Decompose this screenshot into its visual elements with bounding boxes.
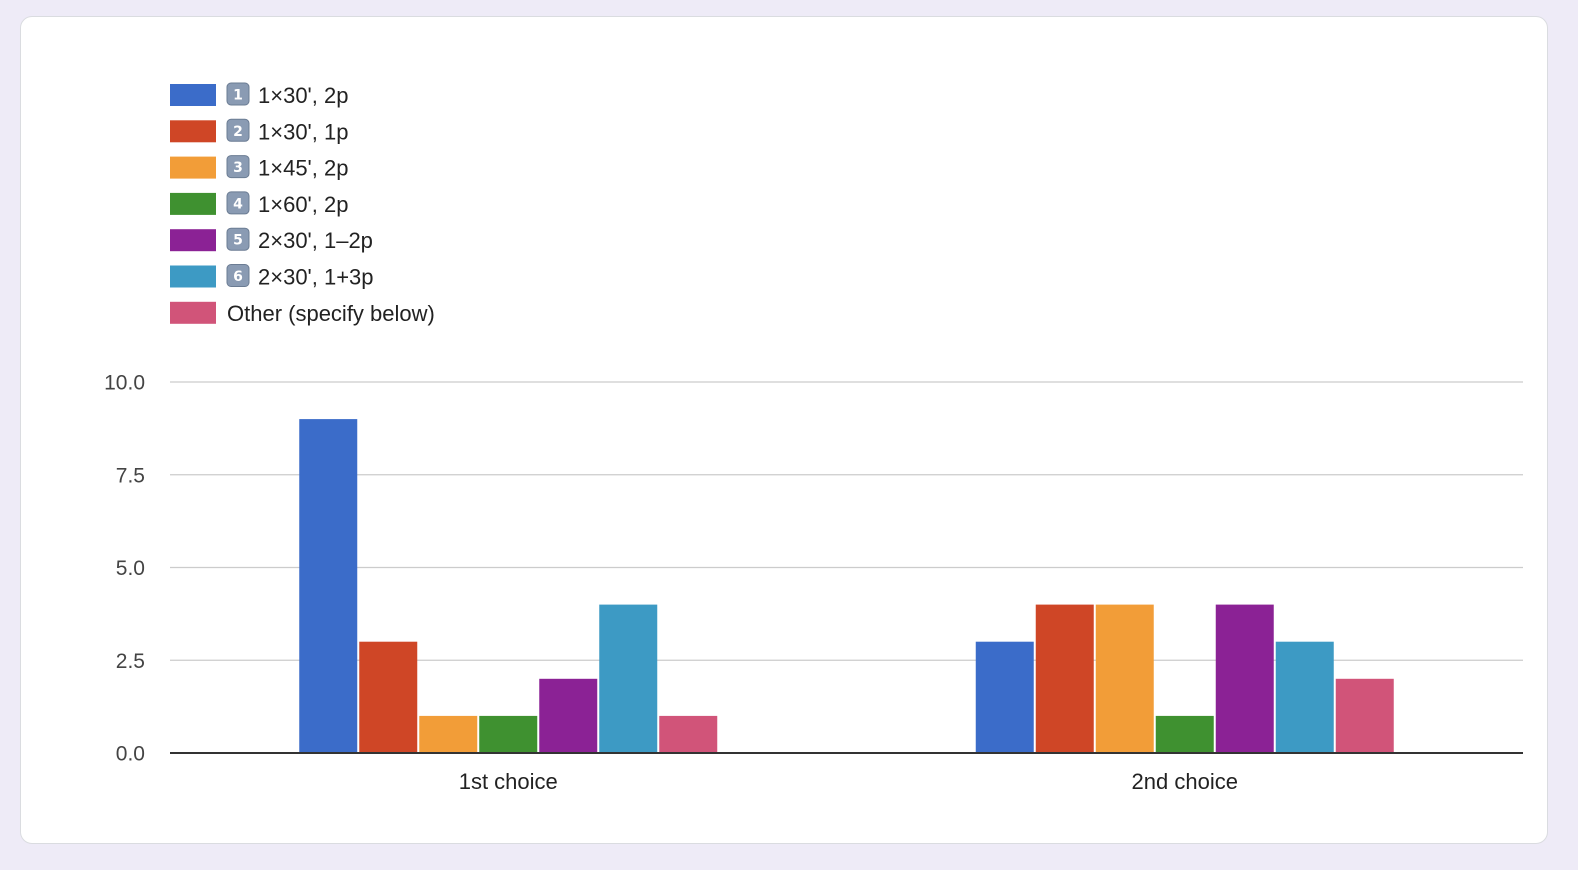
legend: 1 1×30', 2p 2 1×30', 1p 3 1×45', 2p 4 1×60', 2p… bbox=[170, 82, 435, 326]
bar bbox=[299, 419, 358, 753]
legend-swatch bbox=[170, 156, 216, 179]
bar bbox=[659, 715, 718, 753]
gridlines bbox=[170, 381, 1523, 661]
y-axis: 0.0 2.5 5.0 7.5 10.0 bbox=[104, 372, 145, 766]
legend-label: Other (specify below) bbox=[227, 301, 435, 326]
number-key-icon: 2 bbox=[226, 118, 250, 142]
y-tick-label: 7.5 bbox=[116, 464, 145, 487]
bar bbox=[1335, 678, 1394, 753]
legend-swatch bbox=[170, 84, 216, 106]
number-key-digit: 6 bbox=[233, 269, 243, 285]
legend-swatch bbox=[170, 229, 216, 252]
legend-label: 1×45', 2p bbox=[258, 156, 348, 181]
legend-item: 1 1×30', 2p bbox=[170, 82, 348, 108]
number-key-digit: 5 bbox=[233, 233, 243, 249]
number-key-icon: 1 bbox=[226, 82, 250, 106]
legend-swatch bbox=[170, 265, 216, 288]
number-key-digit: 4 bbox=[233, 196, 243, 212]
number-key-icon: 5 bbox=[226, 227, 250, 251]
x-axis: 1st choice 2nd choice bbox=[170, 752, 1523, 794]
x-tick-label: 2nd choice bbox=[1132, 769, 1238, 794]
legend-swatch bbox=[170, 192, 216, 215]
bar bbox=[1155, 715, 1214, 753]
legend-swatch bbox=[170, 301, 216, 324]
bar bbox=[1035, 604, 1094, 753]
bar bbox=[975, 641, 1034, 753]
legend-item: 3 1×45', 2p bbox=[170, 155, 348, 181]
legend-item: Other (specify below) bbox=[170, 301, 435, 326]
legend-item: 5 2×30', 1–2p bbox=[170, 227, 373, 253]
legend-label: 1×60', 2p bbox=[258, 192, 348, 217]
x-tick-label: 1st choice bbox=[459, 769, 558, 794]
legend-label: 2×30', 1+3p bbox=[258, 265, 374, 290]
legend-swatch bbox=[170, 120, 216, 143]
y-tick-label: 5.0 bbox=[116, 557, 145, 580]
number-key-icon: 4 bbox=[226, 191, 250, 215]
y-tick-label: 10.0 bbox=[104, 372, 145, 395]
bar bbox=[539, 678, 598, 753]
bar bbox=[1095, 604, 1154, 753]
bar-group bbox=[975, 604, 1394, 753]
bar bbox=[1275, 641, 1334, 753]
number-key-icon: 3 bbox=[226, 155, 250, 179]
bar bbox=[599, 604, 658, 753]
y-tick-label: 0.0 bbox=[116, 743, 145, 766]
bars bbox=[299, 419, 1394, 753]
y-tick-label: 2.5 bbox=[116, 650, 145, 673]
bar-group bbox=[299, 419, 718, 753]
legend-label: 2×30', 1–2p bbox=[258, 228, 373, 253]
legend-item: 2 1×30', 1p bbox=[170, 118, 348, 144]
number-key-icon: 6 bbox=[226, 264, 250, 287]
number-key-digit: 2 bbox=[233, 124, 243, 140]
bar bbox=[1215, 604, 1274, 753]
legend-label: 1×30', 1p bbox=[258, 119, 348, 144]
legend-label: 1×30', 2p bbox=[258, 83, 348, 108]
number-key-digit: 3 bbox=[233, 160, 243, 176]
bar bbox=[419, 715, 478, 753]
number-key-digit: 1 bbox=[233, 88, 243, 104]
bar bbox=[479, 715, 538, 753]
legend-item: 6 2×30', 1+3p bbox=[170, 264, 374, 290]
bar bbox=[359, 641, 418, 753]
legend-item: 4 1×60', 2p bbox=[170, 191, 348, 217]
